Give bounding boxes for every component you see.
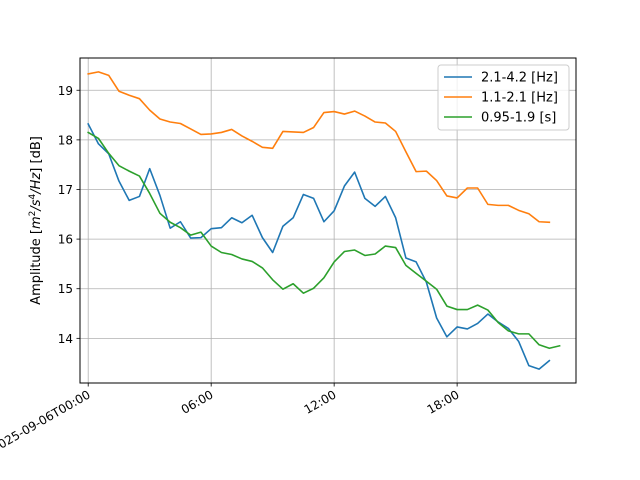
y-tick-label: 18 (58, 133, 73, 147)
y-axis-label: Amplitude [m2/s4/Hz] [dB] (28, 136, 44, 305)
series-line-2 (87, 131, 561, 350)
y-tick-label: 19 (58, 84, 73, 98)
y-tick-label: 16 (58, 233, 73, 247)
legend-label: 1.1-2.1 [Hz] (481, 91, 558, 106)
y-axis-label-part: / (29, 188, 44, 195)
legend-label: 0.95-1.9 [s] (481, 111, 556, 126)
plot-frame (79, 57, 577, 384)
y-axis-label-part: ] [dB] (29, 136, 44, 173)
y-tick-label: 14 (58, 332, 73, 346)
y-tick-label: 15 (58, 282, 73, 296)
y-axis-label-part: Hz (29, 172, 44, 190)
y-axis-label-part: s (29, 199, 44, 206)
y-axis-label-part: / (29, 205, 44, 212)
y-tick-label: 17 (58, 183, 73, 197)
series-line-1 (87, 71, 551, 224)
legend: 2.1-4.2 [Hz] 1.1-2.1 [Hz] 0.95-1.9 [s] (437, 64, 570, 131)
series-lines (87, 71, 561, 370)
legend-box (437, 64, 570, 131)
y-axis-label-part: Amplitude [ (29, 229, 44, 305)
legend-label: 2.1-4.2 [Hz] (481, 71, 558, 86)
y-axis: 14 15 16 17 18 19 (58, 84, 80, 346)
y-axis-label-part: 2 (28, 211, 38, 217)
series-line-0 (87, 122, 551, 370)
y-axis-label-part: 4 (28, 193, 38, 199)
y-axis-label-part: m (29, 216, 44, 229)
